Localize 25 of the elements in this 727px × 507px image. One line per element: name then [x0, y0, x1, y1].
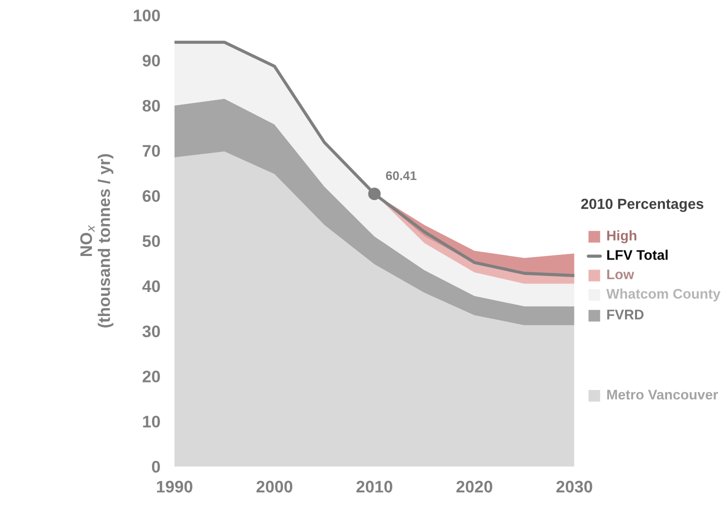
legend-label: Whatcom County: [606, 288, 720, 302]
x-tick-label: 2030: [556, 480, 592, 493]
y-tick-label: 70: [142, 144, 160, 157]
y-tick-label: 100: [134, 10, 160, 22]
y-axis-title: NO$_{x}$ (thousand tonnes / yr): [80, 154, 114, 328]
x-tick-label: 2000: [256, 480, 292, 493]
legend-label: FVRD: [607, 310, 644, 320]
y-tick-label: 30: [142, 325, 160, 338]
y-tick-label: 60: [142, 190, 160, 202]
x-tick-label: 1990: [156, 480, 192, 493]
y-tick-label: 90: [142, 54, 160, 67]
y-tick-label: 80: [142, 100, 160, 112]
y-tick-label: 40: [142, 280, 160, 292]
legend-label: Low: [607, 270, 634, 280]
y-tick-label: 10: [143, 416, 160, 428]
y-tick-label: 50: [142, 235, 160, 248]
x-tick-label: 2020: [456, 480, 492, 493]
legend-title: 2010 Percentages: [581, 198, 704, 212]
x-tick-label: 2010: [356, 480, 392, 493]
annotation: 60.41: [386, 171, 416, 180]
y-tick-label: 0: [152, 460, 160, 473]
legend-label: Metro Vancouver: [607, 390, 718, 400]
legend-label: LFV Total: [607, 250, 668, 260]
y-tick-label: 20: [142, 370, 160, 382]
legend-label: High: [607, 230, 636, 244]
